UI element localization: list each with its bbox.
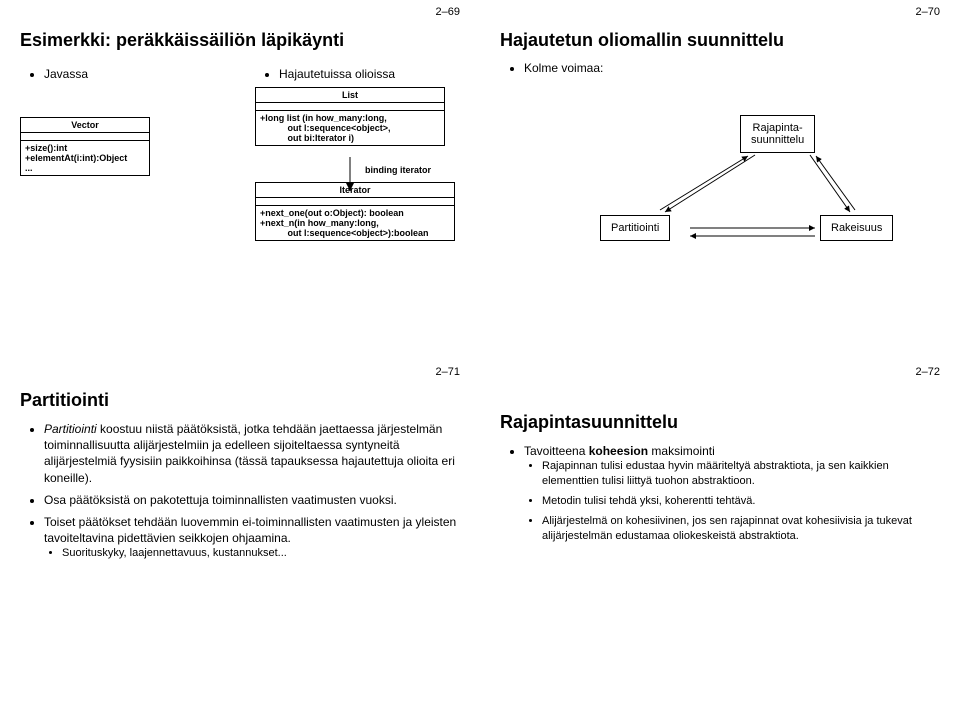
columns: Javassa Vector +size():int +elementAt(i:… — [20, 61, 460, 247]
slide-title: Rajapintasuunnittelu — [500, 412, 940, 433]
slide-title: Hajautetun oliomallin suunnittelu — [500, 30, 940, 51]
bullet: Toiset päätökset tehdään luovemmin ei-to… — [44, 514, 460, 561]
slide-70: 2–70 Hajautetun oliomallin suunnittelu K… — [480, 0, 960, 355]
uml-ops: +size():int +elementAt(i:int):Object ... — [21, 141, 149, 175]
col-head: Hajautetuissa olioissa — [279, 67, 460, 81]
binding-label: binding iterator — [365, 165, 431, 175]
col-dist: Hajautetuissa olioissa List +long list (… — [255, 61, 460, 247]
uml-ops: +long list (in how_many:long, out l:sequ… — [256, 111, 444, 145]
bullet: Tavoitteena koheesion maksimointi Rajapi… — [524, 443, 940, 543]
uml-title: Iterator — [256, 183, 454, 198]
slide-title: Partitiointi — [20, 390, 460, 411]
bullet: Partitiointi Partitiointi koostuu niistä… — [44, 421, 460, 486]
bullet: Osa päätöksistä on pakotettuja toiminnal… — [44, 492, 460, 508]
page-number: 2–72 — [916, 366, 940, 378]
sub-bullet: Rajapinnan tulisi edustaa hyvin määritel… — [542, 459, 940, 489]
slide-title: Esimerkki: peräkkäissäiliön läpikäynti — [20, 30, 460, 51]
sub-bullet: Suorituskyky, laajennettavuus, kustannuk… — [62, 546, 460, 561]
bullet: Kolme voimaa: — [524, 61, 940, 75]
uml-iterator: Iterator +next_one(out o:Object): boolea… — [255, 182, 455, 241]
col-head: Javassa — [44, 67, 225, 81]
slide-71: 2–71 Partitiointi Partitiointi Partitioi… — [0, 360, 480, 715]
sub-bullet: Metodin tulisi tehdä yksi, koherentti te… — [542, 494, 940, 509]
sub-bullet: Alijärjestelmä on kohesiivinen, jos sen … — [542, 514, 940, 544]
page-number: 2–70 — [916, 6, 940, 18]
triangle-arrows — [480, 0, 960, 355]
uml-list: List +long list (in how_many:long, out l… — [255, 87, 445, 146]
bullet-list: Tavoitteena koheesion maksimointi Rajapi… — [524, 443, 940, 543]
col-java: Javassa Vector +size():int +elementAt(i:… — [20, 61, 225, 247]
slide-72: 2–72 Rajapintasuunnittelu Tavoitteena ko… — [480, 360, 960, 715]
uml-ops: +next_one(out o:Object): boolean +next_n… — [256, 206, 454, 240]
page-number: 2–69 — [436, 6, 460, 18]
slide-69: 2–69 Esimerkki: peräkkäissäiliön läpikäy… — [0, 0, 480, 355]
node-rajapinta: Rajapinta- suunnittelu — [740, 115, 815, 153]
uml-title: List — [256, 88, 444, 103]
node-partitiointi: Partitiointi — [600, 215, 670, 241]
uml-title: Vector — [21, 118, 149, 133]
node-rakeisuus: Rakeisuus — [820, 215, 893, 241]
uml-vector: Vector +size():int +elementAt(i:int):Obj… — [20, 117, 150, 176]
bullet-list: Partitiointi Partitiointi koostuu niistä… — [44, 421, 460, 561]
page-number: 2–71 — [436, 366, 460, 378]
